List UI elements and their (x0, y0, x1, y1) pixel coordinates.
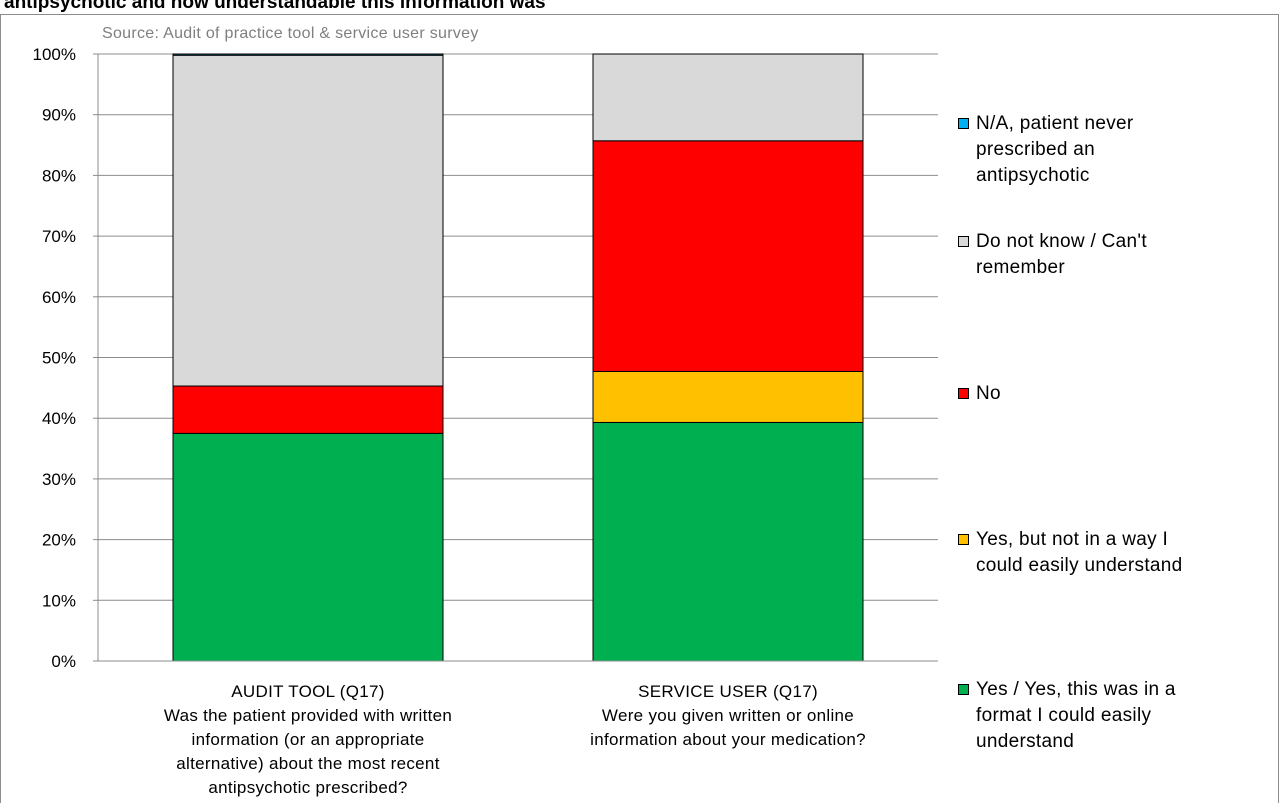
y-tick-label: 30% (42, 470, 76, 489)
legend-item: Yes / Yes, this was in a format I could e… (958, 677, 1278, 755)
legend-label: No (976, 383, 1001, 404)
chart-title: antipsychotic and how understandable thi… (4, 0, 546, 13)
y-tick-label: 50% (42, 349, 76, 368)
y-tick-label: 20% (42, 531, 76, 550)
bar-segment (172, 385, 444, 434)
y-tick-label: 40% (42, 409, 76, 428)
legend-swatch (958, 236, 969, 247)
y-tick-label: 60% (42, 288, 76, 307)
y-tick-label: 10% (42, 591, 76, 610)
bar-segment (592, 370, 864, 423)
y-tick-label: 80% (42, 166, 76, 185)
axes: 0% 10% 20% 30% 40% 50% 60% 70% 80% 90% 100% AUDIT T… (33, 45, 938, 797)
y-tick-label: 100% (33, 45, 76, 64)
bar-segment (592, 53, 864, 142)
legend-label: N/A, patient never prescribed an antipsych… (976, 113, 1134, 186)
bar-segment (172, 54, 444, 387)
legend-label: Do not know / Can't remember (976, 231, 1147, 278)
category-label: SERVICE USER (Q17) (638, 682, 818, 701)
bar-segment (592, 140, 864, 372)
bar-segment (592, 421, 864, 662)
category-label: information (or an appropriate (192, 730, 425, 749)
legend-item: Do not know / Can't remember (958, 229, 1278, 281)
legend-item: No (958, 381, 1278, 407)
category-label: alternative) about the most recent (176, 754, 439, 773)
chart-frame (0, 14, 1279, 803)
category-label: information about your medication? (590, 730, 866, 749)
legend-item: N/A, patient never prescribed an antipsych… (958, 111, 1278, 189)
legend-swatch (958, 388, 969, 399)
bar-segment (172, 53, 444, 56)
bars (172, 53, 864, 662)
legend-label: Yes / Yes, this was in a format I could e… (976, 679, 1176, 752)
category-label: antipsychotic prescribed? (208, 778, 407, 797)
category-label: Was the patient provided with written (164, 706, 452, 725)
legend-swatch (958, 118, 969, 129)
y-tick-label: 90% (42, 106, 76, 125)
bar-segment (172, 432, 444, 662)
y-tick-label: 70% (42, 227, 76, 246)
legend-swatch (958, 534, 969, 545)
category-label: Were you given written or online (602, 706, 854, 725)
category-label: AUDIT TOOL (Q17) (231, 682, 384, 701)
legend-swatch (958, 684, 969, 695)
source-note: Source: Audit of practice tool & service… (102, 25, 479, 42)
y-tick-label: 0% (51, 652, 76, 671)
